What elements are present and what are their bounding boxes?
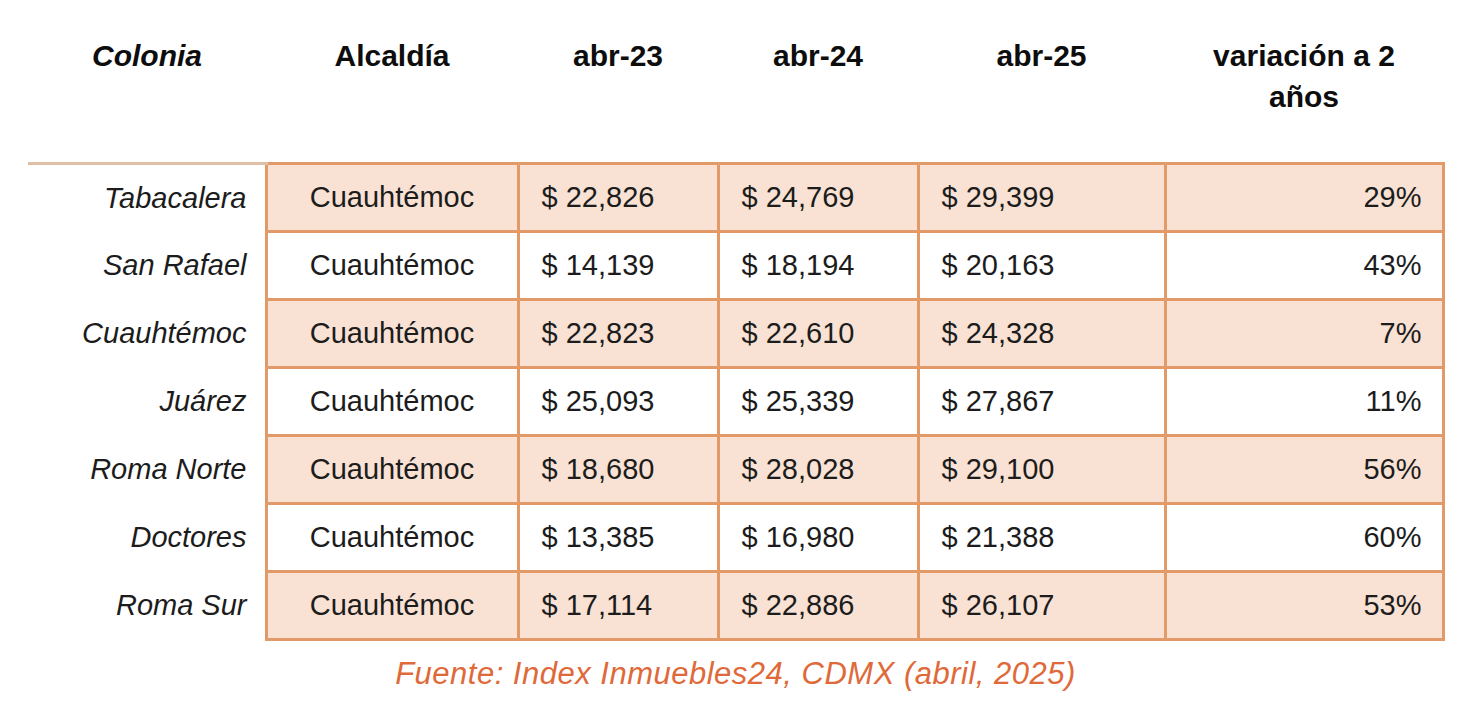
- table-row: CuauhtémocCuauhtémoc$ 22,823$ 22,610$ 24…: [28, 300, 1443, 368]
- table-row: JuárezCuauhtémoc$ 25,093$ 25,339$ 27,867…: [28, 368, 1443, 436]
- col-header-abr-23: abr-23: [518, 14, 718, 164]
- cell-abr-23: $ 25,093: [518, 368, 718, 436]
- cell-variacion: 43%: [1165, 232, 1443, 300]
- cell-alcaldia: Cuauhtémoc: [266, 368, 518, 436]
- cell-alcaldia: Cuauhtémoc: [266, 572, 518, 640]
- cell-variacion: 56%: [1165, 436, 1443, 504]
- cell-abr-24: $ 22,886: [718, 572, 918, 640]
- col-header-abr-25: abr-25: [918, 14, 1165, 164]
- col-header-variacion: variación a 2 años: [1165, 14, 1443, 164]
- cell-abr-25: $ 27,867: [918, 368, 1165, 436]
- cell-abr-25: $ 26,107: [918, 572, 1165, 640]
- cell-variacion: 7%: [1165, 300, 1443, 368]
- cell-abr-24: $ 24,769: [718, 164, 918, 232]
- cell-abr-25: $ 29,100: [918, 436, 1165, 504]
- cell-variacion: 29%: [1165, 164, 1443, 232]
- page: Colonia Alcaldía abr-23 abr-24 abr-25 va…: [0, 0, 1484, 726]
- cell-abr-24: $ 16,980: [718, 504, 918, 572]
- cell-colonia: Roma Norte: [28, 436, 266, 504]
- col-header-variacion-label: variación a 2 años: [1192, 36, 1417, 117]
- cell-abr-24: $ 28,028: [718, 436, 918, 504]
- cell-abr-24: $ 22,610: [718, 300, 918, 368]
- cell-abr-25: $ 29,399: [918, 164, 1165, 232]
- cell-variacion: 60%: [1165, 504, 1443, 572]
- col-header-abr-24: abr-24: [718, 14, 918, 164]
- cell-alcaldia: Cuauhtémoc: [266, 164, 518, 232]
- cell-abr-23: $ 17,114: [518, 572, 718, 640]
- cell-alcaldia: Cuauhtémoc: [266, 504, 518, 572]
- cell-abr-23: $ 18,680: [518, 436, 718, 504]
- cell-colonia: Doctores: [28, 504, 266, 572]
- cell-variacion: 11%: [1165, 368, 1443, 436]
- table-row: TabacaleraCuauhtémoc$ 22,826$ 24,769$ 29…: [28, 164, 1443, 232]
- cell-colonia: San Rafael: [28, 232, 266, 300]
- cell-alcaldia: Cuauhtémoc: [266, 436, 518, 504]
- cell-abr-25: $ 21,388: [918, 504, 1165, 572]
- cell-colonia: Tabacalera: [28, 164, 266, 232]
- source-note: Fuente: Index Inmuebles24, CDMX (abril, …: [28, 656, 1443, 692]
- col-header-colonia: Colonia: [28, 14, 266, 164]
- table-row: San RafaelCuauhtémoc$ 14,139$ 18,194$ 20…: [28, 232, 1443, 300]
- table-row: DoctoresCuauhtémoc$ 13,385$ 16,980$ 21,3…: [28, 504, 1443, 572]
- table-row: Roma SurCuauhtémoc$ 17,114$ 22,886$ 26,1…: [28, 572, 1443, 640]
- cell-colonia: Cuauhtémoc: [28, 300, 266, 368]
- cell-abr-23: $ 13,385: [518, 504, 718, 572]
- table-header-row: Colonia Alcaldía abr-23 abr-24 abr-25 va…: [28, 14, 1443, 164]
- cell-alcaldia: Cuauhtémoc: [266, 232, 518, 300]
- cell-abr-25: $ 24,328: [918, 300, 1165, 368]
- table-row: Roma NorteCuauhtémoc$ 18,680$ 28,028$ 29…: [28, 436, 1443, 504]
- cell-abr-24: $ 18,194: [718, 232, 918, 300]
- rent-price-table: Colonia Alcaldía abr-23 abr-24 abr-25 va…: [28, 14, 1445, 641]
- cell-abr-23: $ 14,139: [518, 232, 718, 300]
- cell-variacion: 53%: [1165, 572, 1443, 640]
- cell-abr-25: $ 20,163: [918, 232, 1165, 300]
- cell-colonia: Juárez: [28, 368, 266, 436]
- cell-abr-24: $ 25,339: [718, 368, 918, 436]
- cell-abr-23: $ 22,826: [518, 164, 718, 232]
- cell-colonia: Roma Sur: [28, 572, 266, 640]
- table-body: TabacaleraCuauhtémoc$ 22,826$ 24,769$ 29…: [28, 164, 1443, 640]
- col-header-alcaldia: Alcaldía: [266, 14, 518, 164]
- cell-abr-23: $ 22,823: [518, 300, 718, 368]
- cell-alcaldia: Cuauhtémoc: [266, 300, 518, 368]
